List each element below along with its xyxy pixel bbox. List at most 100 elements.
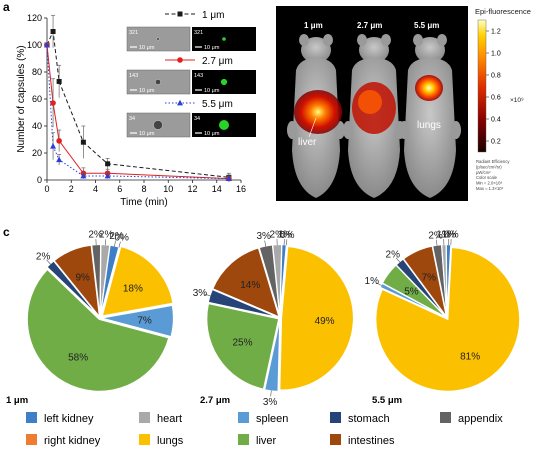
pie-title-3: 5.5 μm [372,395,402,406]
colorbar-tick-label: 0.6 [491,95,501,102]
leader-line [395,257,401,263]
legend-label-lungs: lungs [157,435,184,447]
series-line-1 [46,29,229,178]
organ-label-liver: liver [298,137,317,148]
colorbar-note: Max = 1.3×10⁹ [476,186,504,191]
legend-label-stomach: stomach [348,413,390,425]
pie-label-appendix: 3% [256,231,271,242]
pie-label-intestines: 7% [422,273,437,284]
liver-signal [294,90,342,134]
data-point-3-5 [104,172,111,179]
x-tick-label: 0 [44,184,49,194]
colorbar-tick-label: 1.2 [491,29,501,36]
leader-line [286,239,288,246]
pie-slice-lungs [101,245,174,317]
pie-label-appendix: 2% [88,230,103,241]
inset-count-right-1: 321 [194,30,203,36]
y-tick-label: 0 [37,175,42,185]
pie-slice-liver [206,302,280,390]
y-tick-label: 120 [27,13,42,23]
x-tick-label: 4 [93,184,98,194]
data-point-2-3 [56,138,62,144]
colorbar-tick-label: 0.4 [491,117,501,124]
pie-label-stomach: 2% [36,252,51,263]
y-axis-label: Number of capsules (%) [16,45,27,152]
colorbar-exponent: ×10⁹ [510,97,524,104]
pie-label-stomach: 2% [386,249,401,260]
inset-count-left-2: 143 [129,73,138,79]
colorbar: Epi-fluorescence 1.2 1.0 0.8 0.6 0.4 0.2 ×10⁹… [475,7,531,191]
pie-label-intestines: 14% [240,280,260,291]
pie-label-liver: 58% [68,352,88,363]
pie-slice-lungs [375,246,521,392]
inset-count-right-2: 143 [194,73,203,79]
capsule-fluorescence-1 [222,37,226,41]
scale-label: 10 μm [204,45,220,51]
legend-label-2: 2.7 μm [202,56,233,67]
mouse-label-1: 1 μm [304,21,323,30]
leader-line [270,390,272,397]
legend-swatch-left-kidney [26,412,37,423]
legend-label-3: 5.5 μm [202,99,233,110]
colorbar-note: Radiant Efficiency [476,159,510,164]
legend-marker-3 [177,99,183,106]
x-tick-label: 16 [236,184,246,194]
y-tick-label: 40 [32,121,42,131]
mouse-label-2: 2.7 μm [357,21,382,30]
capsule-fluorescence-3 [219,120,229,130]
clearance-line-chart: 0 20 40 60 80 100 120 0 2 4 6 8 10 12 14 16 Time (min) Nu… [16,13,246,208]
y-tick-label: 80 [32,67,42,77]
inset-count-left-3: 34 [129,116,135,122]
capsule-brightfield-2 [155,79,161,85]
legend-label-heart: heart [157,413,182,425]
legend-swatch-liver [238,434,249,445]
pie-label-heart: 2% [99,230,114,241]
scale-label: 10 μm [139,88,155,94]
pie-label-lungs: 49% [315,316,335,327]
pie-slice-lungs [279,245,355,391]
x-tick-label: 8 [141,184,146,194]
leader-line [376,282,382,286]
x-axis-label: Time (min) [120,197,167,208]
colorbar-tick-label: 0.2 [491,139,501,146]
legend-swatch-right-kidney [26,434,37,445]
pie-label-intestines: 9% [75,272,90,283]
legend-swatch-stomach [330,412,341,423]
microscopy-insets: 1 μm 321 321 10 μm 10 μm 2.7 μm 143 143 10 μm 10 … [126,10,256,138]
pie-slice-liver [26,268,170,392]
data-point-1-5 [105,161,111,167]
legend-swatch-intestines [330,434,341,445]
pie-label-appendix: 2% [428,230,443,241]
colorbar-note: (p/sec/cm²/sr) [476,164,502,169]
colorbar-note: Color scale [476,175,498,180]
data-point-1-3 [56,78,62,84]
legend-marker-1 [177,11,183,17]
colorbar-note: μW/cm² [476,170,491,175]
legend-swatch-spleen [238,412,249,423]
pie-chart-1: 18%7%58%2%9%2%2%2%0%1 μm [6,230,175,406]
colorbar-gradient [477,19,487,153]
legend-swatch-heart [139,412,150,423]
legend-label-left-kidney: left kidney [44,413,94,425]
pie-label-left-kidney: 2% [109,231,124,242]
legend-label-spleen: spleen [256,413,288,425]
x-tick-label: 12 [187,184,197,194]
organ-legend: left kidney heart spleen stomach appendix rig… [26,412,503,447]
x-tick-label: 6 [117,184,122,194]
scale-label: 10 μm [204,88,220,94]
x-tick-label: 2 [69,184,74,194]
pie-chart-3: 81%1%5%2%7%2%1%1%0%5.5 μm [365,230,521,406]
pie-label-liver: 25% [232,338,252,349]
scale-label: 10 μm [139,131,155,137]
colorbar-tick-label: 0.8 [491,73,501,80]
y-tick-label: 60 [32,94,42,104]
organ-label-lungs: lungs [417,120,441,131]
pie-label-right-kidney: 0% [444,230,459,241]
inset-count-right-3: 34 [194,116,200,122]
panel-a-label: a [3,0,10,14]
pie-label-spleen: 3% [263,397,278,408]
data-point-1-2 [50,29,56,34]
legend-marker-2 [177,57,183,63]
biodistribution-pie-charts: 18%7%58%2%9%2%2%2%0%1 μm49%3%25%3%14%3%2… [6,230,521,408]
